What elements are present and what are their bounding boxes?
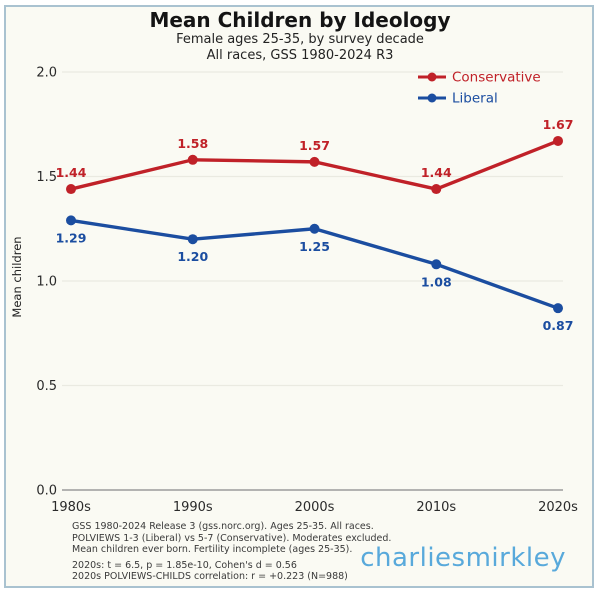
data-label: 1.44 xyxy=(56,165,87,180)
y-tick-label: 0.5 xyxy=(36,379,57,394)
data-point-conservative-1990s xyxy=(187,154,198,165)
data-label: 1.58 xyxy=(177,136,208,151)
footnote-line: 2020s POLVIEWS-CHILDS correlation: r = +… xyxy=(72,571,348,582)
data-label: 1.08 xyxy=(421,274,452,289)
watermark: charliesmirkley xyxy=(360,543,566,573)
y-tick-label: 2.0 xyxy=(36,66,57,81)
footnote-line: POLVIEWS 1-3 (Liberal) vs 5-7 (Conservat… xyxy=(72,532,392,544)
data-label: 0.87 xyxy=(543,318,574,333)
footnotes: GSS 1980-2024 Release 3 (gss.norc.org). … xyxy=(72,521,391,583)
data-point-liberal-1990s xyxy=(187,234,198,245)
data-point-liberal-2010s xyxy=(431,259,442,270)
chart-subtitle-2: All races, GSS 1980-2024 R3 xyxy=(206,47,394,63)
data-label: 1.44 xyxy=(421,165,452,180)
chart-title: Mean Children by Ideology xyxy=(149,8,451,32)
chart-header: Mean Children by Ideology Female ages 25… xyxy=(0,8,600,63)
data-point-conservative-2020s xyxy=(553,135,563,146)
x-tick-label: 1980s xyxy=(51,500,91,515)
data-point-conservative-1980s xyxy=(66,184,76,195)
data-point-conservative-2010s xyxy=(431,184,442,195)
legend-label-conservative: Conservative xyxy=(452,70,541,86)
data-point-conservative-2000s xyxy=(309,156,320,167)
legend-label-liberal: Liberal xyxy=(452,91,498,107)
data-label: 1.20 xyxy=(177,249,208,264)
legend-marker xyxy=(427,93,437,103)
data-label: 1.67 xyxy=(543,117,574,132)
x-tick-label: 2020s xyxy=(538,500,578,515)
x-tick-label: 2000s xyxy=(295,500,335,515)
y-tick-label: 0.0 xyxy=(36,484,57,499)
y-tick-label: 1.5 xyxy=(36,170,57,185)
data-label: 1.29 xyxy=(56,230,87,245)
x-tick-label: 1990s xyxy=(173,500,213,515)
footnote-line: 2020s: t = 6.5, p = 1.85e-10, Cohen's d … xyxy=(72,559,297,571)
y-tick-label: 1.0 xyxy=(36,275,57,290)
data-point-liberal-2000s xyxy=(309,223,320,234)
footnote-line: Mean children ever born. Fertility incom… xyxy=(72,544,353,555)
data-point-liberal-1980s xyxy=(66,215,76,226)
x-tick-label: 2010s xyxy=(416,500,456,515)
chart-subtitle-1: Female ages 25-35, by survey decade xyxy=(176,32,424,47)
data-label: 1.25 xyxy=(299,239,330,254)
data-point-liberal-2020s xyxy=(553,303,563,314)
legend-marker xyxy=(427,72,437,82)
data-label: 1.57 xyxy=(299,138,330,153)
footnote-line: GSS 1980-2024 Release 3 (gss.norc.org). … xyxy=(72,521,374,532)
